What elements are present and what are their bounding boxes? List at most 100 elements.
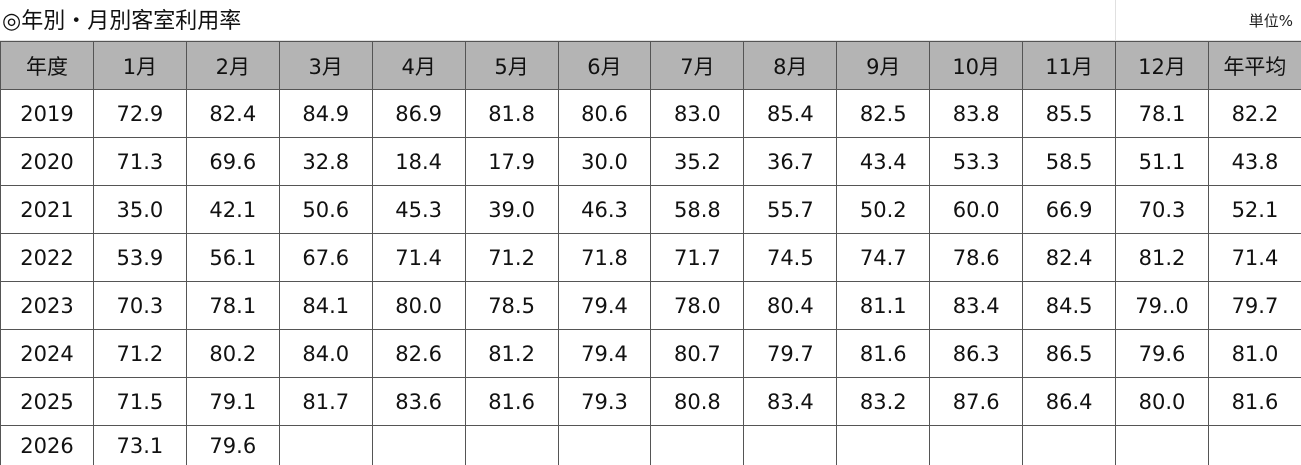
header-cell: 3月 [278,41,373,90]
year-cell: 2022 [0,233,94,282]
empty-cell [371,425,466,465]
header-cell: 12月 [1115,41,1209,90]
value-cell: 56.1 [185,233,280,282]
value-cell: 84.0 [278,329,373,378]
value-cell: 79.4 [557,281,652,330]
row: 2022 53.9 56.1 67.6 71.4 71.2 71.8 71.7 74.5 74.7… [0,233,1301,282]
value-cell: 72.9 [92,89,187,138]
value-cell: 85.4 [743,89,838,138]
row: 2024 71.2 80.2 84.0 82.6 81.2 79.4 80.7 79.7 81.6… [0,329,1301,378]
value-cell: 82.4 [1022,233,1117,282]
header-cell: 11月 [1022,41,1117,90]
value-cell: 43.4 [836,137,931,186]
value-cell: 74.5 [743,233,838,282]
value-cell: 71.2 [92,329,187,378]
value-cell: 46.3 [557,185,652,234]
value-cell: 83.6 [371,377,466,426]
value-cell: 81.7 [278,377,373,426]
value-cell: 81.8 [464,89,559,138]
row: 2019 72.9 82.4 84.9 86.9 81.8 80.6 83.0 85.4 82.5… [0,89,1301,138]
value-cell: 84.5 [1022,281,1117,330]
year-cell: 2026 [0,425,94,465]
value-cell: 35.0 [92,185,187,234]
value-cell: 82.4 [185,89,280,138]
gridline [1115,0,1116,40]
value-cell: 79.6 [1115,329,1209,378]
header-cell: 年平均 [1207,41,1301,90]
value-cell: 70.3 [92,281,187,330]
value-cell: 81.6 [836,329,931,378]
value-cell: 83.0 [650,89,745,138]
year-cell: 2025 [0,377,94,426]
value-cell: 70.3 [1115,185,1209,234]
value-cell: 81.0 [1207,329,1301,378]
header-cell: 9月 [836,41,931,90]
value-cell: 80.7 [650,329,745,378]
value-cell: 51.1 [1115,137,1209,186]
empty-cell [464,425,559,465]
value-cell: 69.6 [185,137,280,186]
value-cell: 78.1 [185,281,280,330]
value-cell: 82.6 [371,329,466,378]
value-cell: 45.3 [371,185,466,234]
value-cell: 80.0 [1115,377,1209,426]
value-cell: 60.0 [929,185,1024,234]
year-cell: 2019 [0,89,94,138]
unit: 単位% [1248,12,1293,30]
header-cell: 7月 [650,41,745,90]
value-cell: 78.0 [650,281,745,330]
value-cell: 39.0 [464,185,559,234]
value-cell: 71.8 [557,233,652,282]
year-cell: 2024 [0,329,94,378]
value-cell: 42.1 [185,185,280,234]
value-cell: 81.6 [1207,377,1301,426]
row: 2023 70.3 78.1 84.1 80.0 78.5 79.4 78.0 80.4 81.1… [0,281,1301,330]
value-cell: 79.3 [557,377,652,426]
value-cell: 36.7 [743,137,838,186]
value-cell: 86.9 [371,89,466,138]
value-cell: 80.4 [743,281,838,330]
value-cell: 32.8 [278,137,373,186]
empty-cell [1115,425,1209,465]
value-cell: 87.6 [929,377,1024,426]
value-cell: 81.2 [464,329,559,378]
empty-cell [278,425,373,465]
value-cell: 84.9 [278,89,373,138]
value-cell: 71.7 [650,233,745,282]
value-cell: 79.7 [743,329,838,378]
value-cell: 83.4 [743,377,838,426]
header-row: 年度 1月 2月 3月 4月 5月 6月 7月 8月 9月 10月 11月 12月 年平均 [0,41,1301,90]
value-cell: 71.2 [464,233,559,282]
value-cell: 53.3 [929,137,1024,186]
value-cell: 81.6 [464,377,559,426]
year-cell: 2020 [0,137,94,186]
header-cell: 8月 [743,41,838,90]
value-cell: 53.9 [92,233,187,282]
value-cell: 30.0 [557,137,652,186]
value-cell: 73.1 [92,425,187,465]
value-cell: 79.1 [185,377,280,426]
value-cell: 83.8 [929,89,1024,138]
row: 2021 35.0 42.1 50.6 45.3 39.0 46.3 58.8 55.7 50.2… [0,185,1301,234]
value-cell: 66.9 [1022,185,1117,234]
value-cell: 80.6 [557,89,652,138]
value-cell: 71.4 [1207,233,1301,282]
value-cell: 78.5 [464,281,559,330]
empty-cell [557,425,652,465]
value-cell: 84.1 [278,281,373,330]
value-cell: 55.7 [743,185,838,234]
value-cell: 71.3 [92,137,187,186]
value-cell: 79.4 [557,329,652,378]
row: 2020 71.3 69.6 32.8 18.4 17.9 30.0 35.2 36.7 43.4… [0,137,1301,186]
value-cell: 50.6 [278,185,373,234]
header-cell: 6月 [557,41,652,90]
empty-cell [1022,425,1117,465]
value-cell: 80.8 [650,377,745,426]
table: 年度 1月 2月 3月 4月 5月 6月 7月 8月 9月 10月 11月 12月 年平均 2019 72.9… [0,41,1301,465]
title: ◎年別・月別客室利用率 [2,9,242,34]
value-cell: 80.2 [185,329,280,378]
value-cell: 83.2 [836,377,931,426]
value-cell: 71.5 [92,377,187,426]
value-cell: 52.1 [1207,185,1301,234]
